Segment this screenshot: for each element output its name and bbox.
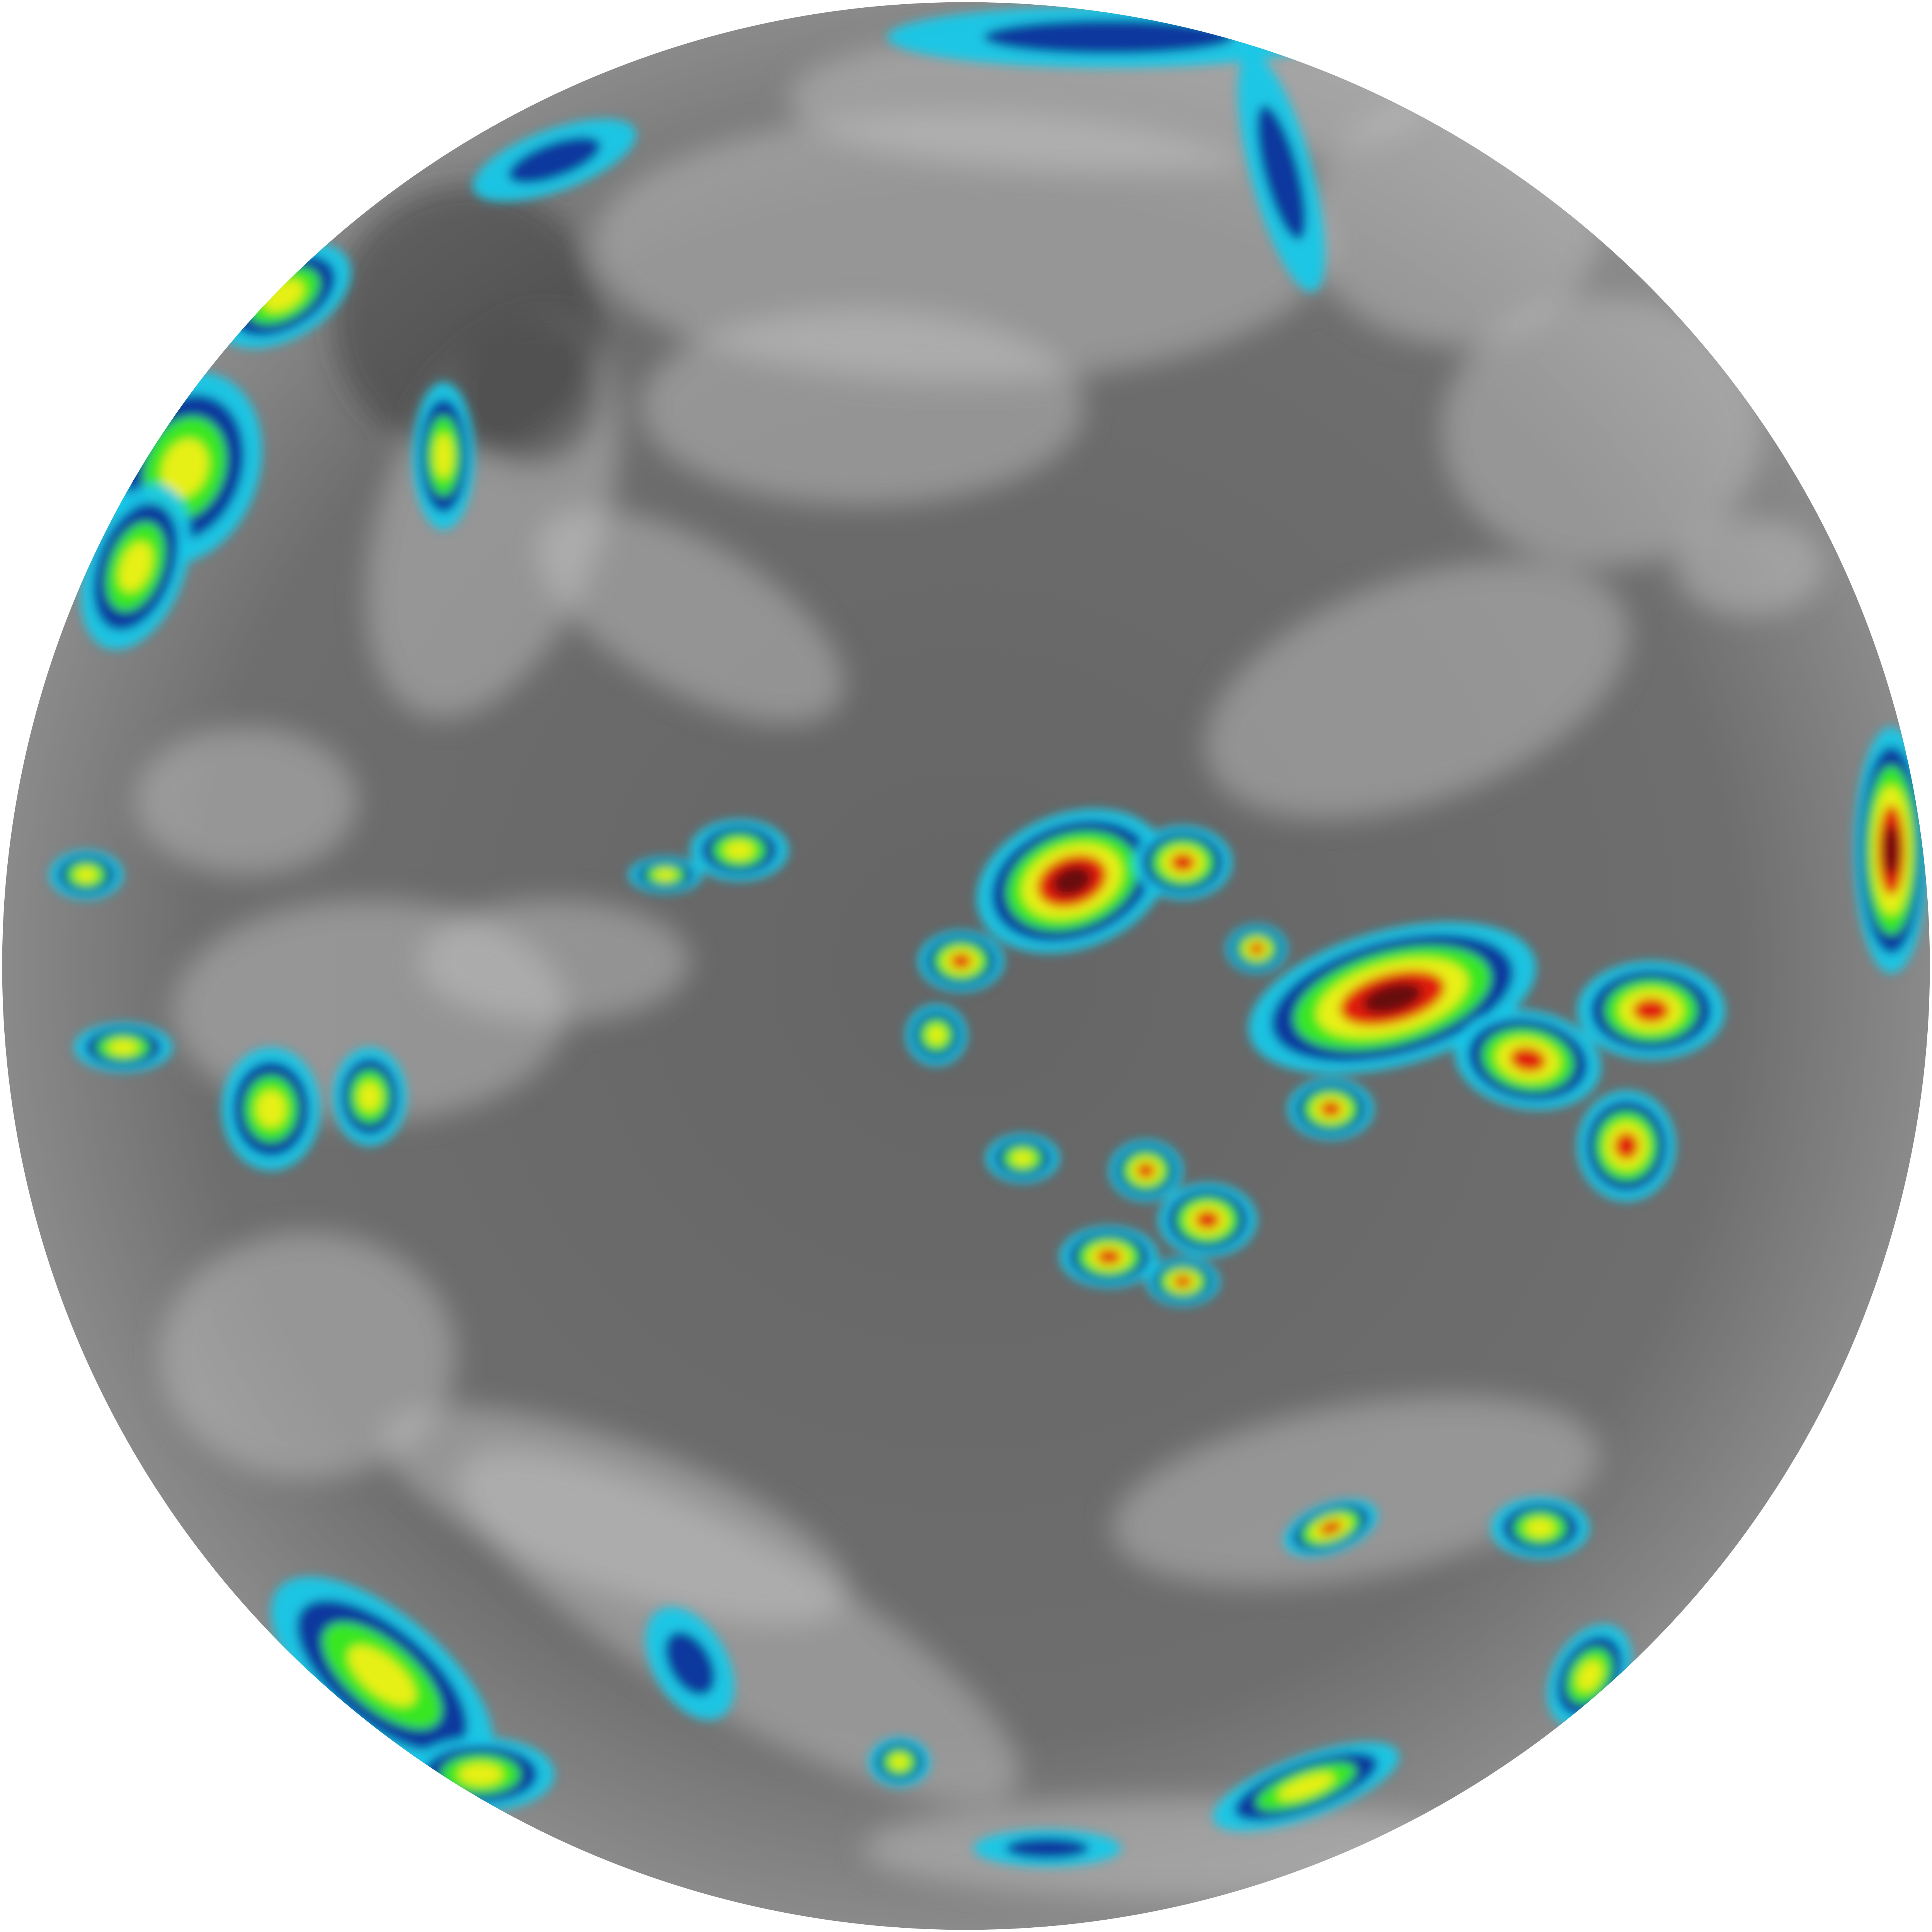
storm-cell (890, 1754, 909, 1770)
storm-cell (161, 439, 208, 497)
dry-region (456, 320, 604, 468)
storm-cell (1633, 998, 1669, 1023)
storm-cell (458, 1763, 503, 1786)
cloud-region (1441, 296, 1762, 567)
storm-cell (508, 137, 601, 184)
cloud-region (1205, 561, 1629, 819)
cloud-region (419, 899, 690, 1023)
storm-cell (1510, 1047, 1546, 1072)
storm-cell (927, 1026, 946, 1044)
cloud-region (383, 1406, 849, 1625)
cloud-region (1112, 1396, 1599, 1586)
storm-cell (950, 953, 972, 969)
storm-cell (983, 19, 1235, 54)
storm-cell (1634, 1689, 1865, 1885)
storm-cell (1661, 1711, 1838, 1862)
storm-cell (1278, 1773, 1335, 1800)
storm-cell (75, 867, 98, 883)
storm-cell (654, 869, 677, 881)
storm-cell (1249, 942, 1265, 955)
cloud-region (135, 727, 357, 875)
cloud-region (1306, 99, 1602, 345)
cloud-region (1675, 517, 1824, 616)
storm-cell (108, 1040, 138, 1055)
storm-cell (1170, 853, 1195, 872)
storm-cell (434, 434, 453, 478)
cloud-region (641, 308, 1085, 505)
storm-cell (1832, 1496, 1865, 1585)
storm-cell (665, 1631, 715, 1696)
cloud-region (160, 1232, 456, 1479)
storm-cell (1362, 982, 1422, 1014)
storm-cell (358, 1082, 381, 1112)
storm-cell (1819, 1462, 1878, 1618)
convection-layer (49, 6, 1929, 1885)
storm-cell (1525, 1518, 1555, 1537)
storm-cell (119, 542, 152, 592)
storm-cell (1614, 1132, 1639, 1160)
cloud-region (536, 509, 844, 724)
cloud-region (591, 111, 1331, 382)
storm-cell (1320, 1101, 1342, 1117)
storm-cell (1195, 1211, 1220, 1229)
storm-cell (1173, 1275, 1192, 1287)
storm-cell (1137, 1163, 1155, 1178)
storm-cell (724, 841, 754, 860)
storm-cell (1577, 1660, 1602, 1691)
storm-cell (1005, 1838, 1089, 1859)
cloud-region (862, 1799, 1479, 1898)
storm-cell (1011, 1151, 1034, 1166)
storm-cell (1688, 1734, 1811, 1839)
storm-cell (348, 1646, 416, 1706)
storm-cell (256, 1090, 286, 1128)
storm-cell (1097, 1249, 1121, 1265)
storm-cell (1319, 1520, 1342, 1535)
storm-cell (1052, 866, 1092, 896)
storm-cell (1715, 1757, 1785, 1816)
storm-cell (1806, 1428, 1891, 1652)
storm-cell (1257, 105, 1306, 240)
storm-cell (1884, 825, 1899, 876)
